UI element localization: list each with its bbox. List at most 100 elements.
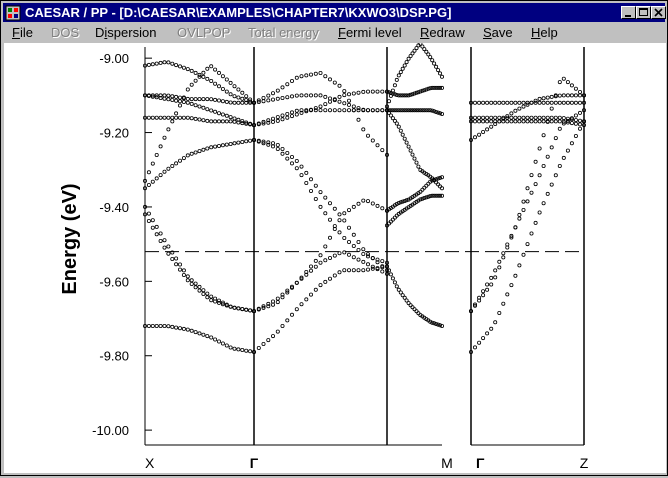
band-point: [275, 96, 280, 101]
band-point: [361, 251, 366, 256]
band-point: [481, 336, 486, 341]
menu-dos[interactable]: DOS: [51, 25, 79, 40]
band-point: [142, 323, 147, 328]
band-point: [332, 226, 337, 231]
band-point: [481, 130, 486, 135]
menu-file-mnemonic: F: [12, 25, 20, 40]
band-point: [356, 257, 361, 262]
band-point: [569, 100, 574, 105]
band-point: [477, 132, 482, 137]
band-point: [386, 108, 391, 113]
band-series: [251, 264, 389, 354]
menu-bar: File DOS Dispersion OVLPOP Total energy …: [3, 23, 665, 43]
band-point: [189, 97, 194, 102]
menu-redraw[interactable]: Redraw: [420, 25, 465, 40]
band-point: [356, 106, 361, 111]
band-point: [420, 108, 425, 113]
band-point: [323, 94, 328, 99]
band-point: [162, 238, 167, 243]
band-point: [266, 120, 271, 125]
band-point: [154, 176, 159, 181]
band-point: [299, 173, 304, 178]
band-point: [375, 266, 380, 271]
band-point: [432, 61, 437, 66]
band-point: [236, 140, 241, 145]
band-point: [400, 293, 405, 298]
band-point: [313, 196, 318, 201]
band-point: [410, 92, 415, 97]
band-point: [420, 196, 425, 201]
menu-dispersion[interactable]: Dispersion: [95, 25, 156, 40]
band-point: [426, 194, 431, 199]
band-point: [240, 119, 245, 124]
band-point: [501, 116, 506, 121]
app-icon[interactable]: [5, 5, 21, 21]
menu-file[interactable]: File: [12, 25, 33, 40]
band-point: [270, 144, 275, 149]
band-point: [557, 100, 562, 105]
band-point: [177, 99, 182, 104]
band-point: [213, 144, 218, 149]
band-point: [557, 115, 562, 120]
band-point: [275, 143, 280, 148]
band-series: [251, 138, 389, 273]
menu-save[interactable]: Save: [483, 25, 513, 40]
maximize-button[interactable]: [636, 6, 651, 19]
band-point: [386, 110, 391, 115]
minimize-button[interactable]: [621, 6, 636, 19]
menu-help-label: elp: [540, 25, 558, 40]
band-point: [294, 280, 299, 285]
band-point: [346, 108, 351, 113]
band-point: [213, 299, 218, 304]
band-point: [489, 326, 494, 331]
band-point: [294, 112, 299, 117]
band-series: [468, 108, 587, 314]
title-bar[interactable]: CAESAR / PP - [D:\CAESAR\EXAMPLES\CHAPTE…: [3, 3, 666, 22]
band-point: [380, 148, 385, 153]
menu-total-energy[interactable]: Total energy: [248, 25, 319, 40]
band-point: [275, 296, 280, 301]
band-point: [485, 127, 490, 132]
band-point: [166, 244, 171, 249]
band-point: [197, 72, 202, 77]
band-point: [174, 161, 179, 166]
band-point: [209, 335, 214, 340]
band-point: [170, 98, 175, 103]
menu-help[interactable]: Help: [531, 25, 558, 40]
band-point: [150, 115, 155, 120]
band-point: [162, 115, 167, 120]
band-point: [289, 312, 294, 317]
menu-file-label: ile: [19, 25, 33, 40]
band-point: [261, 141, 266, 146]
band-point: [380, 269, 385, 274]
band-point: [270, 302, 275, 307]
menu-ovlpop[interactable]: OVLPOP: [177, 25, 230, 40]
band-point: [236, 87, 241, 92]
band-point: [201, 105, 206, 110]
band-point: [299, 93, 304, 98]
band-point: [501, 301, 506, 306]
band-point: [323, 195, 328, 200]
band-point: [386, 90, 391, 95]
band-point: [248, 349, 253, 354]
band-point: [437, 111, 442, 116]
band-point: [256, 345, 261, 350]
close-button[interactable]: [651, 6, 666, 19]
band-point: [197, 104, 202, 109]
band-point: [513, 108, 518, 113]
band-point: [414, 46, 419, 51]
band-point: [477, 295, 482, 300]
band-point: [351, 108, 356, 113]
band-point: [437, 184, 442, 189]
band-point: [304, 297, 309, 302]
band-point: [565, 80, 570, 85]
menu-fermi-level[interactable]: Fermi level: [338, 25, 402, 40]
band-point: [177, 103, 182, 108]
band-point: [346, 98, 351, 103]
band-point: [342, 235, 347, 240]
band-point: [529, 231, 534, 236]
band-point: [416, 164, 421, 169]
band-point: [216, 339, 221, 344]
band-point: [261, 139, 266, 144]
band-point: [493, 268, 498, 273]
